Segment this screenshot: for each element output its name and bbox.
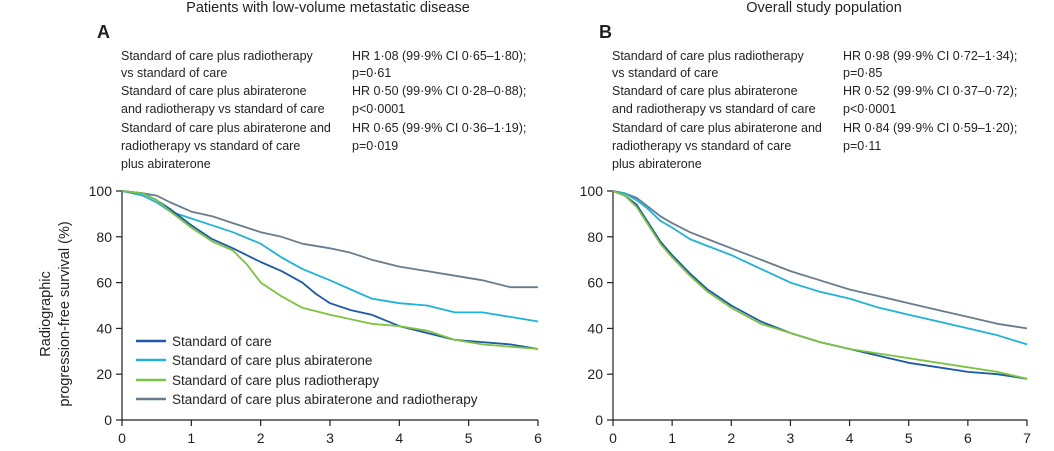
y-axis-label-line1: Radiographic [38,271,54,356]
x-tick-label: 4 [395,430,403,446]
y-tick-label: 40 [587,320,603,336]
hr-comparison-line: Standard of care plus abiraterone [612,84,798,98]
x-tick-label: 6 [964,430,972,446]
hr-comparison-line: Standard of care plus abiraterone [121,84,307,98]
x-tick-label: 5 [905,430,913,446]
x-tick-label: 1 [187,430,195,446]
series-line-standard-of-care-plus-abiraterone-and-radiotherapy [121,190,538,289]
series-line-standard-of-care-plus-abiraterone [121,190,539,323]
hr-comparison-line: and radiotherapy vs standard of care [612,102,816,116]
x-tick-label: 7 [1023,430,1031,446]
panel-a-title: Patients with low-volume metastatic dise… [186,0,470,16]
y-tick-label: 80 [587,229,603,245]
x-tick-label: 5 [465,430,473,446]
hr-result-line: p=0·019 [352,139,398,153]
legend-label: Standard of care plus abiraterone [172,353,372,368]
x-tick-label: 1 [668,430,676,446]
hr-result-line: HR 0·84 (99·9% CI 0·59–1·20); [843,121,1017,135]
x-tick-label: 3 [787,430,795,446]
panel-b-letter: B [599,22,612,42]
y-tick-label: 80 [96,229,112,245]
y-tick-label: 100 [580,183,604,199]
series-line-standard-of-care [612,190,1028,380]
x-tick-label: 0 [609,430,617,446]
y-axis-label-line2: progression-free survival (%) [57,221,73,406]
legend-label: Standard of care [172,334,272,349]
hr-result-line: HR 0·98 (99·9% CI 0·72–1·34); [843,49,1017,63]
series-line-standard-of-care [121,190,539,350]
x-tick-label: 2 [257,430,265,446]
y-tick-label: 60 [96,275,112,291]
hr-result-line: p=0·11 [843,139,881,153]
hr-comparison-line: and radiotherapy vs standard of care [121,102,325,116]
panel-b-hazard-ratios: Standard of care plus radiotherapy vs st… [612,49,1017,171]
panel-a-letter: A [97,22,110,42]
y-tick-label: 60 [587,275,603,291]
y-tick-label: 0 [104,412,112,428]
series-line-standard-of-care-plus-radiotherapy [612,190,1028,380]
hr-comparison-line: Standard of care plus radiotherapy [121,49,314,63]
legend: Standard of care Standard of care plus a… [136,334,478,407]
x-tick-label: 6 [534,430,542,446]
hr-comparison-line: Standard of care plus abiraterone and [612,121,822,135]
panel-a-plot: 0 20 40 60 80 100 0 1 2 3 4 5 6 [89,183,542,446]
legend-label: Standard of care plus radiotherapy [172,373,379,388]
hr-result-line: HR 0·52 (99·9% CI 0·37–0·72); [843,84,1017,98]
y-tick-label: 20 [587,366,603,382]
hr-comparison-line: plus abiraterone [612,157,702,171]
x-tick-label: 3 [326,430,334,446]
panel-a-hazard-ratios: Standard of care plus radiotherapy vs st… [121,49,526,171]
hr-result-line: p=0·61 [352,66,391,80]
hr-comparison-line: Standard of care plus radiotherapy [612,49,805,63]
x-tick-label: 0 [118,430,126,446]
panel-b-plot: 0 20 40 60 80 100 0 1 2 3 4 5 6 7 [580,183,1031,446]
series-line-standard-of-care-plus-radiotherapy [121,190,539,350]
hr-comparison-line: plus abiraterone [121,157,211,171]
y-tick-label: 100 [89,183,113,199]
hr-result-line: p<0·0001 [352,102,405,116]
hr-comparison-line: Standard of care plus abiraterone and [121,121,331,135]
hr-comparison-line: radiotherapy vs standard of care [121,139,300,153]
y-tick-label: 0 [595,412,603,428]
legend-label: Standard of care plus abiraterone and ra… [172,392,478,407]
hr-result-line: HR 0·50 (99·9% CI 0·28–0·88); [352,84,526,98]
x-tick-label: 2 [727,430,735,446]
y-tick-label: 20 [96,366,112,382]
panel-b-title: Overall study population [746,0,902,16]
hr-result-line: HR 0·65 (99·9% CI 0·36–1·19); [352,121,526,135]
hr-result-line: HR 1·08 (99·9% CI 0·65–1·80); [352,49,526,63]
series-line-standard-of-care-plus-abiraterone [612,190,1028,346]
hr-comparison-line: vs standard of care [121,66,227,80]
hr-comparison-line: radiotherapy vs standard of care [612,139,791,153]
hr-result-line: p=0·85 [843,66,882,80]
hr-result-line: p<0·0001 [843,102,896,116]
x-tick-label: 4 [846,430,854,446]
y-tick-label: 40 [96,320,112,336]
hr-comparison-line: vs standard of care [612,66,718,80]
series-line-standard-of-care-plus-abiraterone-and-radiotherapy [612,190,1028,330]
